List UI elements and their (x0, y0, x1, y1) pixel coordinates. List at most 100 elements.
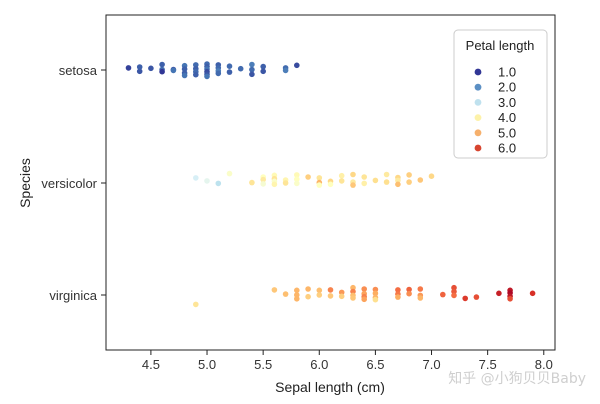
data-point-setosa (148, 65, 154, 72)
data-point-setosa (237, 65, 244, 72)
data-point-versicolor (294, 176, 300, 182)
data-point-versicolor (271, 181, 278, 188)
data-point-virginica (271, 287, 278, 293)
data-point-virginica (395, 287, 401, 293)
data-point-virginica (350, 295, 356, 301)
data-point-setosa (204, 73, 210, 80)
y-axis-title: Species (17, 158, 33, 208)
watermark: 知乎 @小狗贝贝Baby (448, 371, 586, 387)
data-point-versicolor (260, 181, 267, 187)
data-point-versicolor (428, 173, 435, 179)
data-point-virginica (316, 287, 323, 294)
data-point-versicolor (406, 179, 412, 185)
data-point-virginica (417, 295, 424, 301)
data-point-setosa (193, 71, 199, 78)
x-tick-label: 4.5 (142, 357, 160, 372)
data-point-setosa (170, 67, 177, 74)
data-point-versicolor (294, 172, 300, 178)
data-point-virginica (327, 293, 334, 299)
data-point-virginica (193, 301, 199, 308)
data-point-versicolor (327, 181, 334, 188)
data-point-versicolor (383, 171, 390, 178)
data-point-virginica (372, 290, 379, 297)
data-point-virginica (338, 289, 345, 296)
data-point-virginica (451, 284, 457, 291)
data-point-versicolor (361, 180, 368, 187)
y-tick-label-versicolor: versicolor (41, 176, 97, 191)
data-point-virginica (282, 291, 289, 297)
legend: Petal length 1.02.03.04.05.06.0 (453, 29, 548, 159)
data-point-versicolor (294, 180, 300, 187)
data-point-versicolor (417, 177, 424, 183)
legend-swatch (474, 68, 482, 76)
legend-swatch (474, 83, 482, 91)
legend-swatch (474, 99, 482, 106)
data-point-setosa (260, 68, 267, 75)
data-point-versicolor (193, 175, 199, 181)
data-point-versicolor (350, 182, 356, 188)
data-point-setosa (181, 66, 188, 72)
x-axis-ticks: 4.5 5.0 5.5 6.0 6.5 7.0 7.5 8.0 (142, 350, 553, 372)
x-tick-label: 6.5 (366, 357, 384, 372)
data-point-setosa (226, 63, 233, 69)
legend-label: 4.0 (498, 110, 516, 125)
data-point-setosa (215, 70, 222, 77)
data-point-versicolor (361, 174, 368, 180)
y-tick-label-virginica: virginica (49, 288, 97, 303)
data-point-setosa (294, 62, 300, 69)
data-point-virginica (350, 284, 356, 291)
data-point-virginica (473, 294, 480, 300)
data-point-versicolor (282, 180, 289, 186)
data-point-virginica (305, 286, 311, 292)
data-point-versicolor (249, 179, 255, 186)
data-point-virginica (440, 291, 446, 298)
data-point-versicolor (338, 172, 345, 179)
data-point-virginica (507, 296, 513, 302)
legend-box (453, 29, 548, 159)
data-point-virginica (417, 286, 424, 292)
x-tick-label: 5.5 (254, 357, 272, 372)
legend-label: 5.0 (498, 125, 516, 140)
data-point-setosa (136, 68, 143, 75)
data-point-virginica (327, 287, 334, 293)
data-point-virginica (395, 294, 401, 300)
data-point-setosa (226, 69, 233, 75)
data-point-versicolor (316, 175, 323, 181)
data-point-versicolor (383, 179, 390, 185)
data-point-versicolor (305, 174, 311, 180)
data-point-setosa (125, 65, 132, 71)
data-point-setosa (260, 63, 267, 70)
data-point-virginica (451, 292, 457, 299)
data-point-virginica (361, 296, 368, 303)
data-point-setosa (136, 64, 143, 70)
x-tick-label: 7.5 (479, 357, 497, 372)
data-point-versicolor (372, 177, 379, 184)
data-point-versicolor (204, 178, 210, 184)
x-tick-label: 7.0 (422, 357, 440, 372)
legend-label: 1.0 (498, 65, 516, 80)
x-tick-label: 8.0 (535, 357, 553, 372)
data-point-virginica (406, 290, 412, 297)
data-point-setosa (249, 61, 255, 68)
data-point-virginica (338, 293, 345, 300)
x-tick-label: 5.0 (198, 357, 216, 372)
data-point-setosa (249, 71, 255, 78)
data-point-virginica (406, 286, 412, 293)
legend-swatch (474, 114, 482, 121)
data-point-versicolor (395, 177, 401, 184)
data-point-virginica (294, 292, 300, 298)
legend-label: 3.0 (498, 95, 516, 110)
x-axis-title: Sepal length (cm) (275, 379, 385, 395)
data-point-versicolor (350, 171, 356, 178)
data-point-setosa (159, 68, 165, 75)
data-point-versicolor (226, 170, 233, 177)
data-point-versicolor (316, 182, 323, 188)
legend-label: 2.0 (498, 80, 516, 95)
data-point-virginica (462, 295, 469, 302)
data-point-virginica (316, 292, 323, 298)
data-point-setosa (249, 66, 255, 73)
legend-label: 6.0 (498, 141, 516, 156)
data-point-versicolor (395, 181, 401, 188)
y-tick-label-setosa: setosa (59, 63, 98, 78)
data-points (125, 61, 536, 308)
